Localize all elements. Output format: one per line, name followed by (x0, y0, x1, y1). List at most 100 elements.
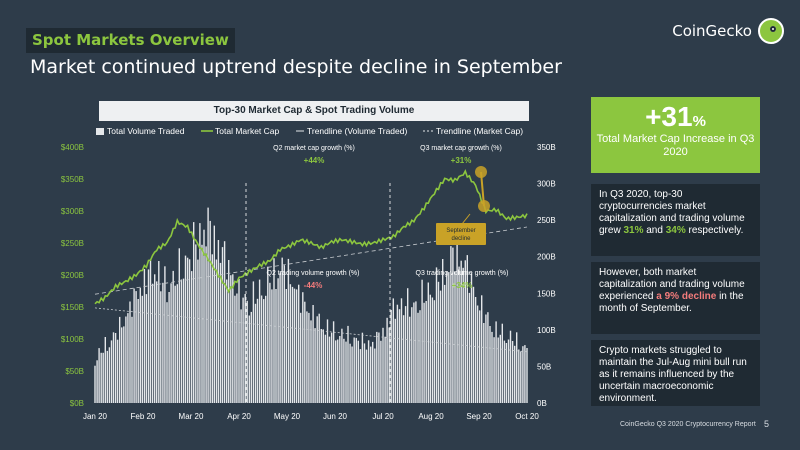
y-left-tick-label: $100B (61, 335, 84, 344)
volume-bar (380, 340, 382, 403)
volume-bar (339, 336, 341, 403)
volume-bar (335, 340, 337, 403)
volume-bar (156, 281, 158, 403)
volume-bar (507, 339, 510, 403)
volume-bar (135, 291, 137, 403)
volume-bar (279, 272, 281, 403)
y-left-tick-label: $0B (70, 399, 84, 408)
volume-bar (456, 238, 458, 403)
volume-bar (382, 327, 384, 403)
volume-bar (137, 299, 139, 403)
volume-bar (518, 349, 520, 403)
volume-bar (186, 257, 189, 403)
volume-bar (351, 346, 353, 403)
volume-bar (240, 309, 242, 403)
volume-bar (94, 365, 96, 403)
volume-bar (444, 284, 446, 403)
legend-label: Total Volume Traded (107, 126, 185, 136)
volume-bar (139, 287, 141, 403)
x-tick-label: Feb 20 (131, 412, 156, 421)
y-right-tick-label: 250B (537, 216, 556, 225)
volume-bar (326, 319, 329, 403)
volume-bar (485, 314, 487, 403)
volume-bar (460, 260, 462, 403)
y-left-tick-label: $150B (61, 303, 84, 312)
volume-bar (151, 283, 154, 403)
volume-bar (178, 248, 180, 403)
volume-bar (207, 207, 209, 403)
volume-bar (374, 348, 376, 403)
volume-bar (116, 339, 119, 403)
decline-pointer (461, 213, 471, 225)
volume-bar (114, 333, 117, 403)
volume-bar (267, 266, 269, 403)
insight-card-outlook: Crypto markets struggled to maintain the… (591, 340, 760, 406)
volume-bar (217, 240, 220, 403)
volume-bar (452, 247, 454, 403)
volume-bar (133, 288, 135, 403)
volume-bar (429, 294, 431, 403)
volume-bar (372, 341, 374, 403)
volume-bar (446, 271, 448, 403)
volume-bar (474, 297, 477, 403)
volume-bar (149, 260, 152, 403)
volume-bar (450, 246, 452, 403)
volume-bar (123, 326, 125, 403)
volume-bar (289, 284, 292, 403)
volume-bar (125, 316, 127, 403)
volume-bar (413, 302, 415, 403)
volume-bar (487, 312, 489, 403)
market-cap-line (94, 168, 528, 305)
volume-bar (511, 341, 514, 403)
volume-bar (454, 271, 456, 403)
volume-bar (269, 282, 271, 403)
volume-bar (466, 255, 468, 403)
y-right-tick-label: 150B (537, 289, 556, 298)
volume-bar (479, 310, 481, 403)
decline-callout-text: decline (451, 236, 471, 242)
volume-bar (244, 294, 246, 403)
volume-bar (448, 272, 450, 403)
volume-bar (409, 316, 411, 403)
volume-bar (234, 295, 236, 403)
volume-bar (182, 278, 185, 403)
chart-axes: Jan 20 Feb 20 Mar 20 Apr 20 May 20 Jun 20 Jul … (61, 143, 556, 421)
volume-bar (98, 348, 100, 403)
brand: CoinGecko (672, 18, 784, 44)
volume-bar (254, 303, 257, 403)
volume-bar (318, 313, 320, 403)
volume-bar (378, 332, 380, 403)
volume-bar (188, 259, 191, 403)
volume-bar (522, 346, 524, 403)
volume-bar (499, 334, 501, 403)
volume-bar (468, 292, 471, 403)
page-title: Market continued uptrend despite decline… (30, 56, 562, 78)
volume-bar (145, 294, 148, 403)
volume-bar (306, 311, 308, 403)
volume-bar (417, 312, 419, 403)
y-left-tick-label: $200B (61, 271, 84, 280)
volume-bar (197, 259, 199, 403)
volume-bar (127, 313, 129, 403)
chart-legend: Total Volume Traded Total Market Cap Trend… (96, 126, 523, 136)
y-right-tick-label: 100B (537, 326, 556, 335)
volume-bar (180, 279, 183, 403)
volume-bar (345, 341, 347, 403)
volume-bar (277, 278, 279, 403)
volume-bar (162, 282, 164, 403)
volume-bar (213, 225, 215, 403)
volume-bar (219, 262, 222, 403)
volume-bar (464, 260, 466, 403)
y-left-tick-label: $300B (61, 207, 84, 216)
volume-bar (275, 289, 277, 403)
footer-source: CoinGecko Q3 2020 Cryptocurrency Report (620, 421, 756, 428)
decline-connector (480, 171, 485, 207)
volume-bar (184, 255, 187, 403)
volume-bar (172, 270, 174, 403)
volume-bar (298, 284, 300, 403)
volume-bar (273, 258, 275, 403)
volume-bar (357, 340, 359, 403)
y-left-tick-label: $250B (61, 239, 84, 248)
volume-bar (524, 345, 526, 403)
